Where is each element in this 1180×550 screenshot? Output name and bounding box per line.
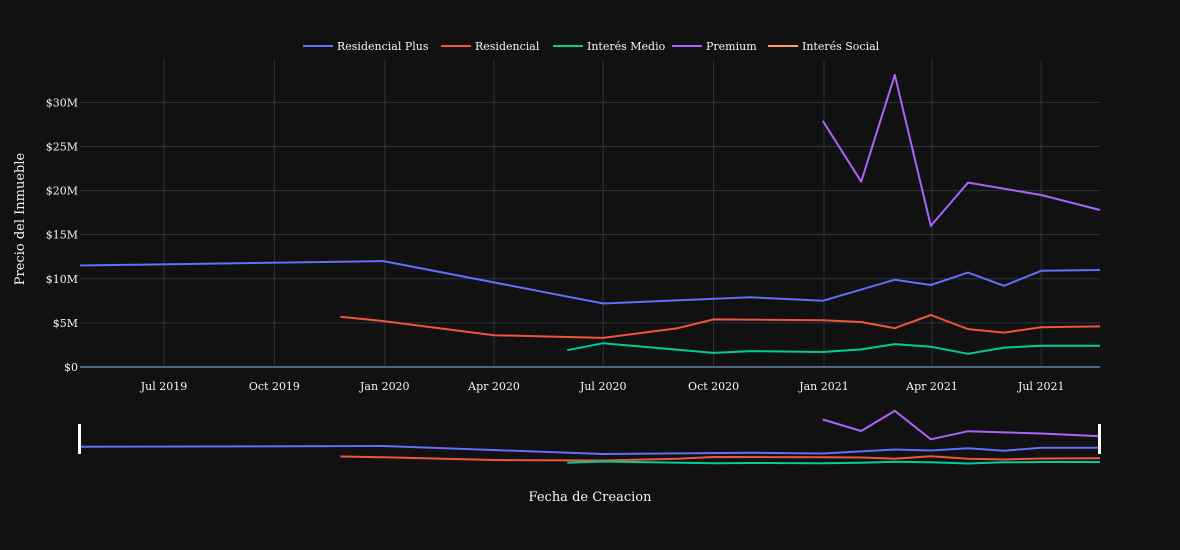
y-tick-label: $25M [46, 140, 78, 153]
y-tick-label: $10M [46, 273, 78, 286]
y-tick-label: $15M [46, 229, 78, 242]
x-tick-label: Jan 2021 [798, 380, 849, 393]
legend-item[interactable]: Premium [672, 40, 757, 53]
legend-label: Interés Medio [587, 40, 666, 53]
legend-label: Premium [706, 40, 757, 53]
range-slider-line [567, 460, 1100, 465]
series-lines [79, 74, 1101, 355]
range-slider-line [79, 444, 1101, 456]
series-line-0 [79, 260, 1101, 305]
x-axis-title: Fecha de Creacion [529, 490, 653, 505]
series-line-2 [567, 342, 1100, 355]
range-slider-handle-right[interactable] [1098, 424, 1101, 454]
legend-item[interactable]: Interés Social [768, 40, 880, 53]
grid [80, 60, 1100, 368]
series-line-1 [340, 314, 1101, 339]
y-tick-label: $30M [46, 96, 78, 109]
legend-label: Residencial Plus [337, 40, 429, 53]
legend-item[interactable]: Residencial [441, 40, 540, 53]
x-tick-label: Jul 2020 [579, 380, 627, 393]
legend-label: Interés Social [802, 40, 880, 53]
x-tick-label: Jan 2020 [359, 380, 410, 393]
x-tick-label: Apr 2020 [467, 380, 520, 393]
range-slider-line [822, 409, 1101, 441]
range-slider-line [340, 455, 1101, 462]
y-tick-label: $5M [53, 317, 78, 330]
x-tick-label: Oct 2020 [688, 380, 739, 393]
x-tick-label: Jul 2021 [1017, 380, 1065, 393]
x-tick-labels: Jul 2019 Oct 2019 Jan 2020 Apr 2020 Jul 2020… [140, 380, 1065, 393]
legend-item[interactable]: Residencial Plus [303, 40, 429, 53]
series-line-3 [821, 74, 1101, 227]
legend-item[interactable]: Interés Medio [553, 40, 666, 53]
y-tick-label: $20M [46, 185, 78, 198]
x-tick-label: Jul 2019 [140, 380, 188, 393]
legend[interactable]: Residencial Plus Residencial Interés Medio… [303, 40, 880, 53]
y-tick-label: $0 [64, 361, 78, 374]
y-axis-title: Precio del Inmueble [13, 152, 28, 285]
x-tick-label: Apr 2021 [905, 380, 958, 393]
range-slider-handle-left[interactable] [78, 424, 81, 454]
range-slider[interactable] [78, 409, 1101, 465]
x-tick-label: Oct 2019 [249, 380, 300, 393]
y-tick-labels: $0 $5M $10M $15M $20M $25M $30M [46, 96, 78, 374]
legend-label: Residencial [475, 40, 540, 53]
